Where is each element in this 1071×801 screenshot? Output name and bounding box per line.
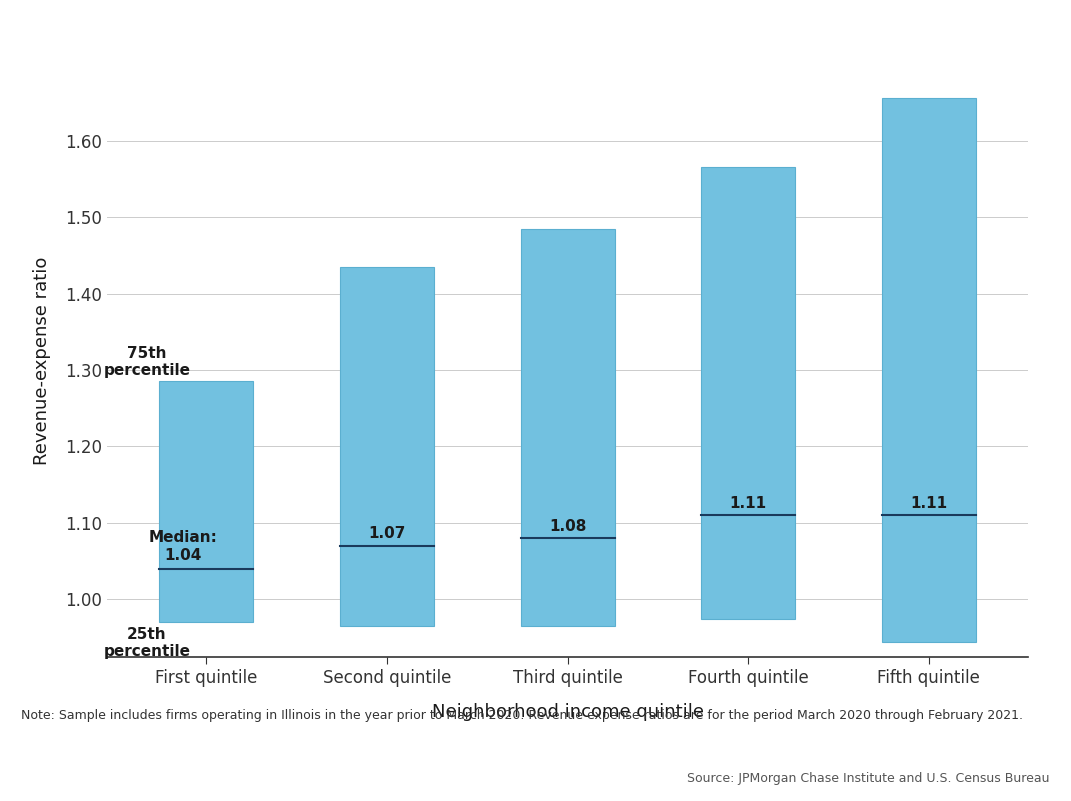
Text: 1.08: 1.08 <box>549 519 586 533</box>
Text: 75th
percentile: 75th percentile <box>103 346 191 378</box>
Bar <box>702 167 795 618</box>
Text: 1.11: 1.11 <box>729 496 767 511</box>
Text: 1.11: 1.11 <box>910 496 948 511</box>
Text: Source: JPMorgan Chase Institute and U.S. Census Bureau: Source: JPMorgan Chase Institute and U.S… <box>688 772 1050 785</box>
Y-axis label: Revenue-expense ratio: Revenue-expense ratio <box>33 256 51 465</box>
Bar <box>341 267 434 626</box>
Bar <box>881 99 976 642</box>
X-axis label: Neighborhood income quintile: Neighborhood income quintile <box>432 703 704 721</box>
Bar <box>521 228 615 626</box>
Text: Median:
1.04: Median: 1.04 <box>149 530 217 563</box>
Text: 25th
percentile: 25th percentile <box>103 627 191 659</box>
Text: 1.07: 1.07 <box>368 526 406 541</box>
Bar <box>160 381 254 622</box>
Text: Note: Sample includes firms operating in Illinois in the year prior to March 202: Note: Sample includes firms operating in… <box>21 709 1024 722</box>
